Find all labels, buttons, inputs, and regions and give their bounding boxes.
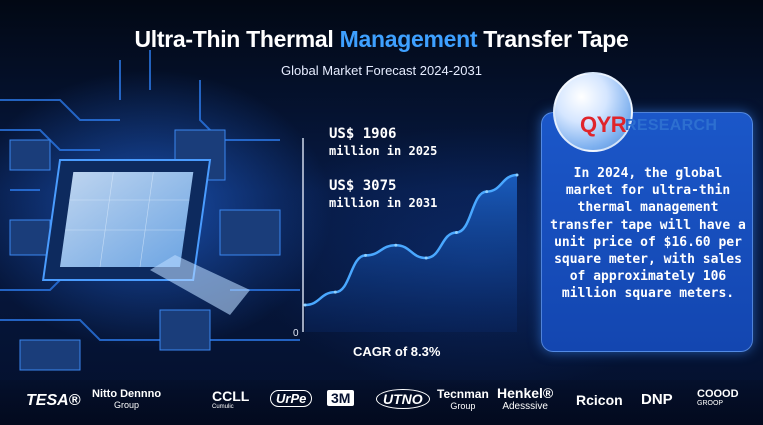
brand-nitto-name: Nitto Dennno [92, 388, 162, 400]
brand-tesa: TESA® [26, 392, 81, 409]
data-point-2027 [394, 243, 398, 247]
brand-3m: 3M [327, 390, 355, 406]
title-accent: Management [339, 26, 478, 52]
callout-2031-value: US$ 3075 [329, 178, 397, 194]
series-line [304, 173, 518, 307]
brand-tecnman-name: Tecnman [437, 387, 489, 401]
data-point-2029 [454, 230, 458, 234]
brand-utno: UTNO [376, 389, 430, 409]
info-text: In 2024, the global market for ultra-thi… [550, 166, 746, 302]
data-point-2031 [515, 173, 519, 177]
brand-nitto: Nitto Dennno Group [92, 388, 161, 410]
title-part-2: Transfer Tape [477, 26, 629, 52]
brand-dnp: DNP [641, 391, 673, 408]
qyr-logo-text: QYR [580, 112, 627, 137]
series-area [305, 175, 517, 332]
data-point-2024 [303, 303, 307, 307]
chart-svg: 0 [293, 138, 519, 339]
info-box [541, 112, 753, 352]
brand-henkel-name: Henkel® [497, 385, 554, 401]
cagr-label: CAGR of 8.3% [353, 344, 441, 359]
brand-ccll-sub: Cumulic [212, 404, 234, 410]
brand-coood-sub: GROOP [697, 400, 724, 407]
title-part-1: Ultra-Thin Thermal [134, 26, 340, 52]
brand-henkel-sub: Adesssive [502, 401, 548, 412]
brand-coood-name: COOOD [697, 388, 739, 400]
callout-2025-label: million in 2025 [329, 144, 438, 158]
brand-urpe: UrPe [270, 390, 313, 407]
circuit-board-illustration [0, 50, 300, 371]
brand-coood: COOOD GROOP [697, 388, 739, 407]
chart-title: Ultra-Thin Thermal Management Transfer T… [0, 26, 763, 53]
data-point-2030 [485, 190, 489, 194]
brand-logos-bar: TESA® Nitto Dennno Group CCLL Cumulic Ur… [0, 380, 763, 425]
globe-logo-icon [553, 72, 633, 152]
brand-ccll-name: CCLL [212, 388, 250, 404]
brand-tecnman: Tecnman Group [437, 387, 489, 411]
brand-henkel: Henkel® Adesssive [497, 385, 553, 412]
brand-ccll: CCLL Cumulic [212, 388, 249, 410]
brand-nitto-sub: Group [114, 400, 140, 410]
y-tick-label: 0 [293, 328, 299, 339]
callout-2025-value: US$ 1906 [329, 126, 397, 142]
data-point-2026 [364, 253, 368, 257]
data-point-2028 [424, 256, 428, 260]
research-logo-text: RESEARCH [625, 117, 718, 134]
brand-tecnman-sub: Group [450, 401, 476, 411]
brand-rcicon: Rcicon [576, 392, 623, 408]
callout-2025: US$ 1906 million in 2025 [329, 126, 437, 160]
callout-2031: US$ 3075 million in 2031 [329, 178, 437, 212]
market-chart: 0 US$ 1906 million in 2025 US$ 3075 mill… [285, 118, 535, 358]
chart-subtitle: Global Market Forecast 2024-2031 [281, 63, 482, 78]
callout-2031-label: million in 2031 [329, 196, 438, 210]
data-point-2025 [333, 290, 337, 294]
